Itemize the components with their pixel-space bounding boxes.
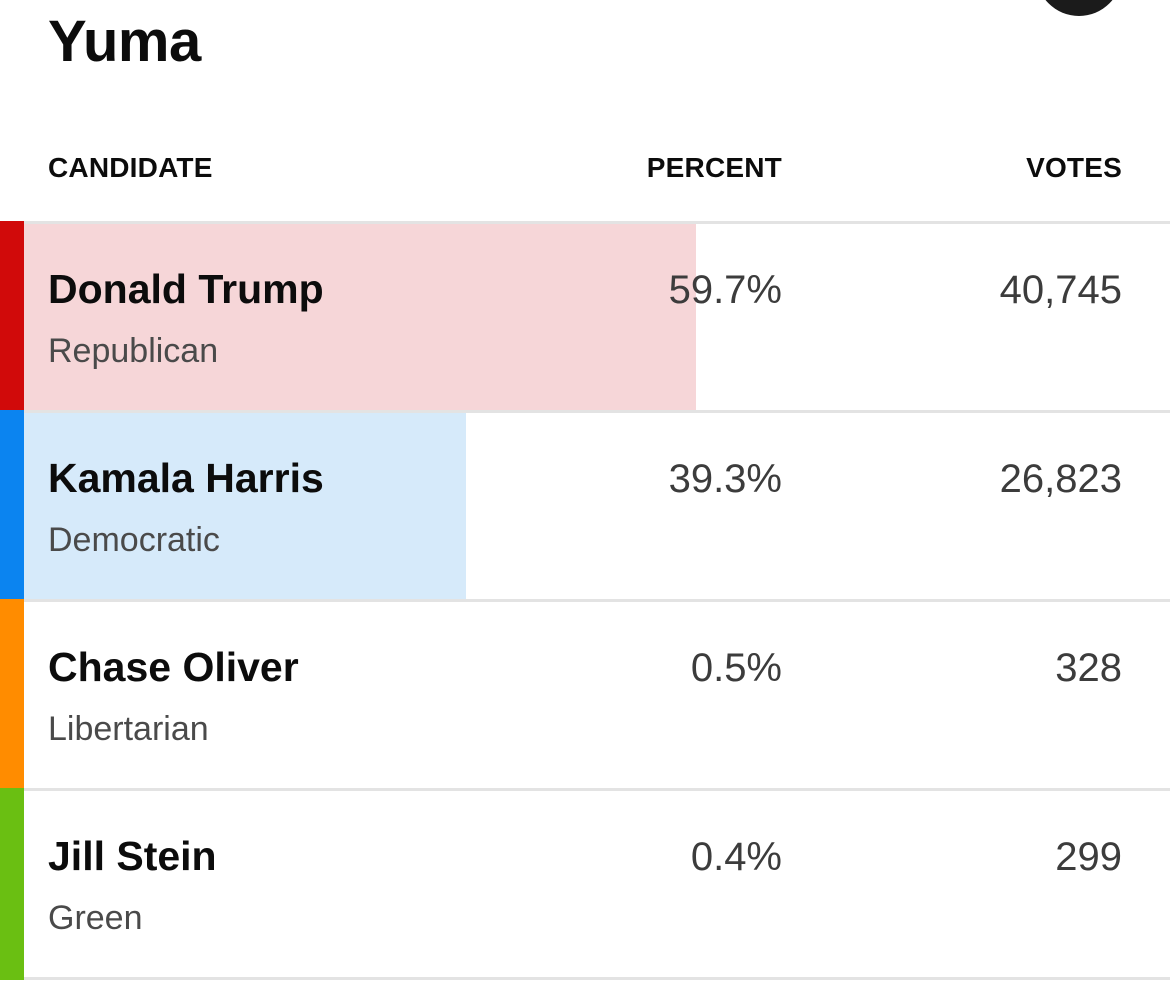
candidate-name: Kamala Harris xyxy=(48,455,324,501)
party-color-stripe xyxy=(0,788,24,980)
results-table: Donald Trump Republican 59.7% 40,745 Kam… xyxy=(0,221,1170,980)
votes-column-header: VOTES xyxy=(1026,152,1122,183)
vote-count: 299 xyxy=(1055,835,1122,879)
vote-count: 328 xyxy=(1055,646,1122,690)
candidate-party: Democratic xyxy=(48,521,220,559)
table-header: CANDIDATE PERCENT VOTES xyxy=(0,150,1170,190)
vote-percent: 0.5% xyxy=(690,646,782,690)
party-color-stripe xyxy=(0,221,24,410)
vote-percent: 0.4% xyxy=(690,835,782,879)
candidate-party: Republican xyxy=(48,332,219,370)
percent-column-header: PERCENT xyxy=(646,152,782,183)
party-color-stripe xyxy=(0,410,24,599)
candidate-party: Libertarian xyxy=(48,710,209,748)
candidate-name: Donald Trump xyxy=(48,266,324,312)
table-row: Jill Stein Green 0.4% 299 xyxy=(0,788,1170,980)
menu-button[interactable] xyxy=(1036,0,1122,16)
vote-share-bar xyxy=(24,224,696,410)
vote-percent: 39.3% xyxy=(668,457,782,501)
vote-count: 40,745 xyxy=(999,268,1122,312)
vote-share-bar xyxy=(24,413,466,599)
table-row: Chase Oliver Libertarian 0.5% 328 xyxy=(0,599,1170,788)
vote-count: 26,823 xyxy=(999,457,1122,501)
vote-percent: 59.7% xyxy=(668,268,782,312)
vote-share-bar xyxy=(24,791,29,977)
party-color-stripe xyxy=(0,599,24,788)
table-row: Donald Trump Republican 59.7% 40,745 xyxy=(0,221,1170,410)
candidate-party: Green xyxy=(48,899,143,937)
table-row: Kamala Harris Democratic 39.3% 26,823 xyxy=(0,410,1170,599)
county-title: Yuma xyxy=(48,9,201,74)
vote-share-bar xyxy=(24,602,30,788)
candidate-column-header: CANDIDATE xyxy=(48,152,213,183)
candidate-name: Jill Stein xyxy=(48,833,217,879)
candidate-name: Chase Oliver xyxy=(48,644,299,690)
